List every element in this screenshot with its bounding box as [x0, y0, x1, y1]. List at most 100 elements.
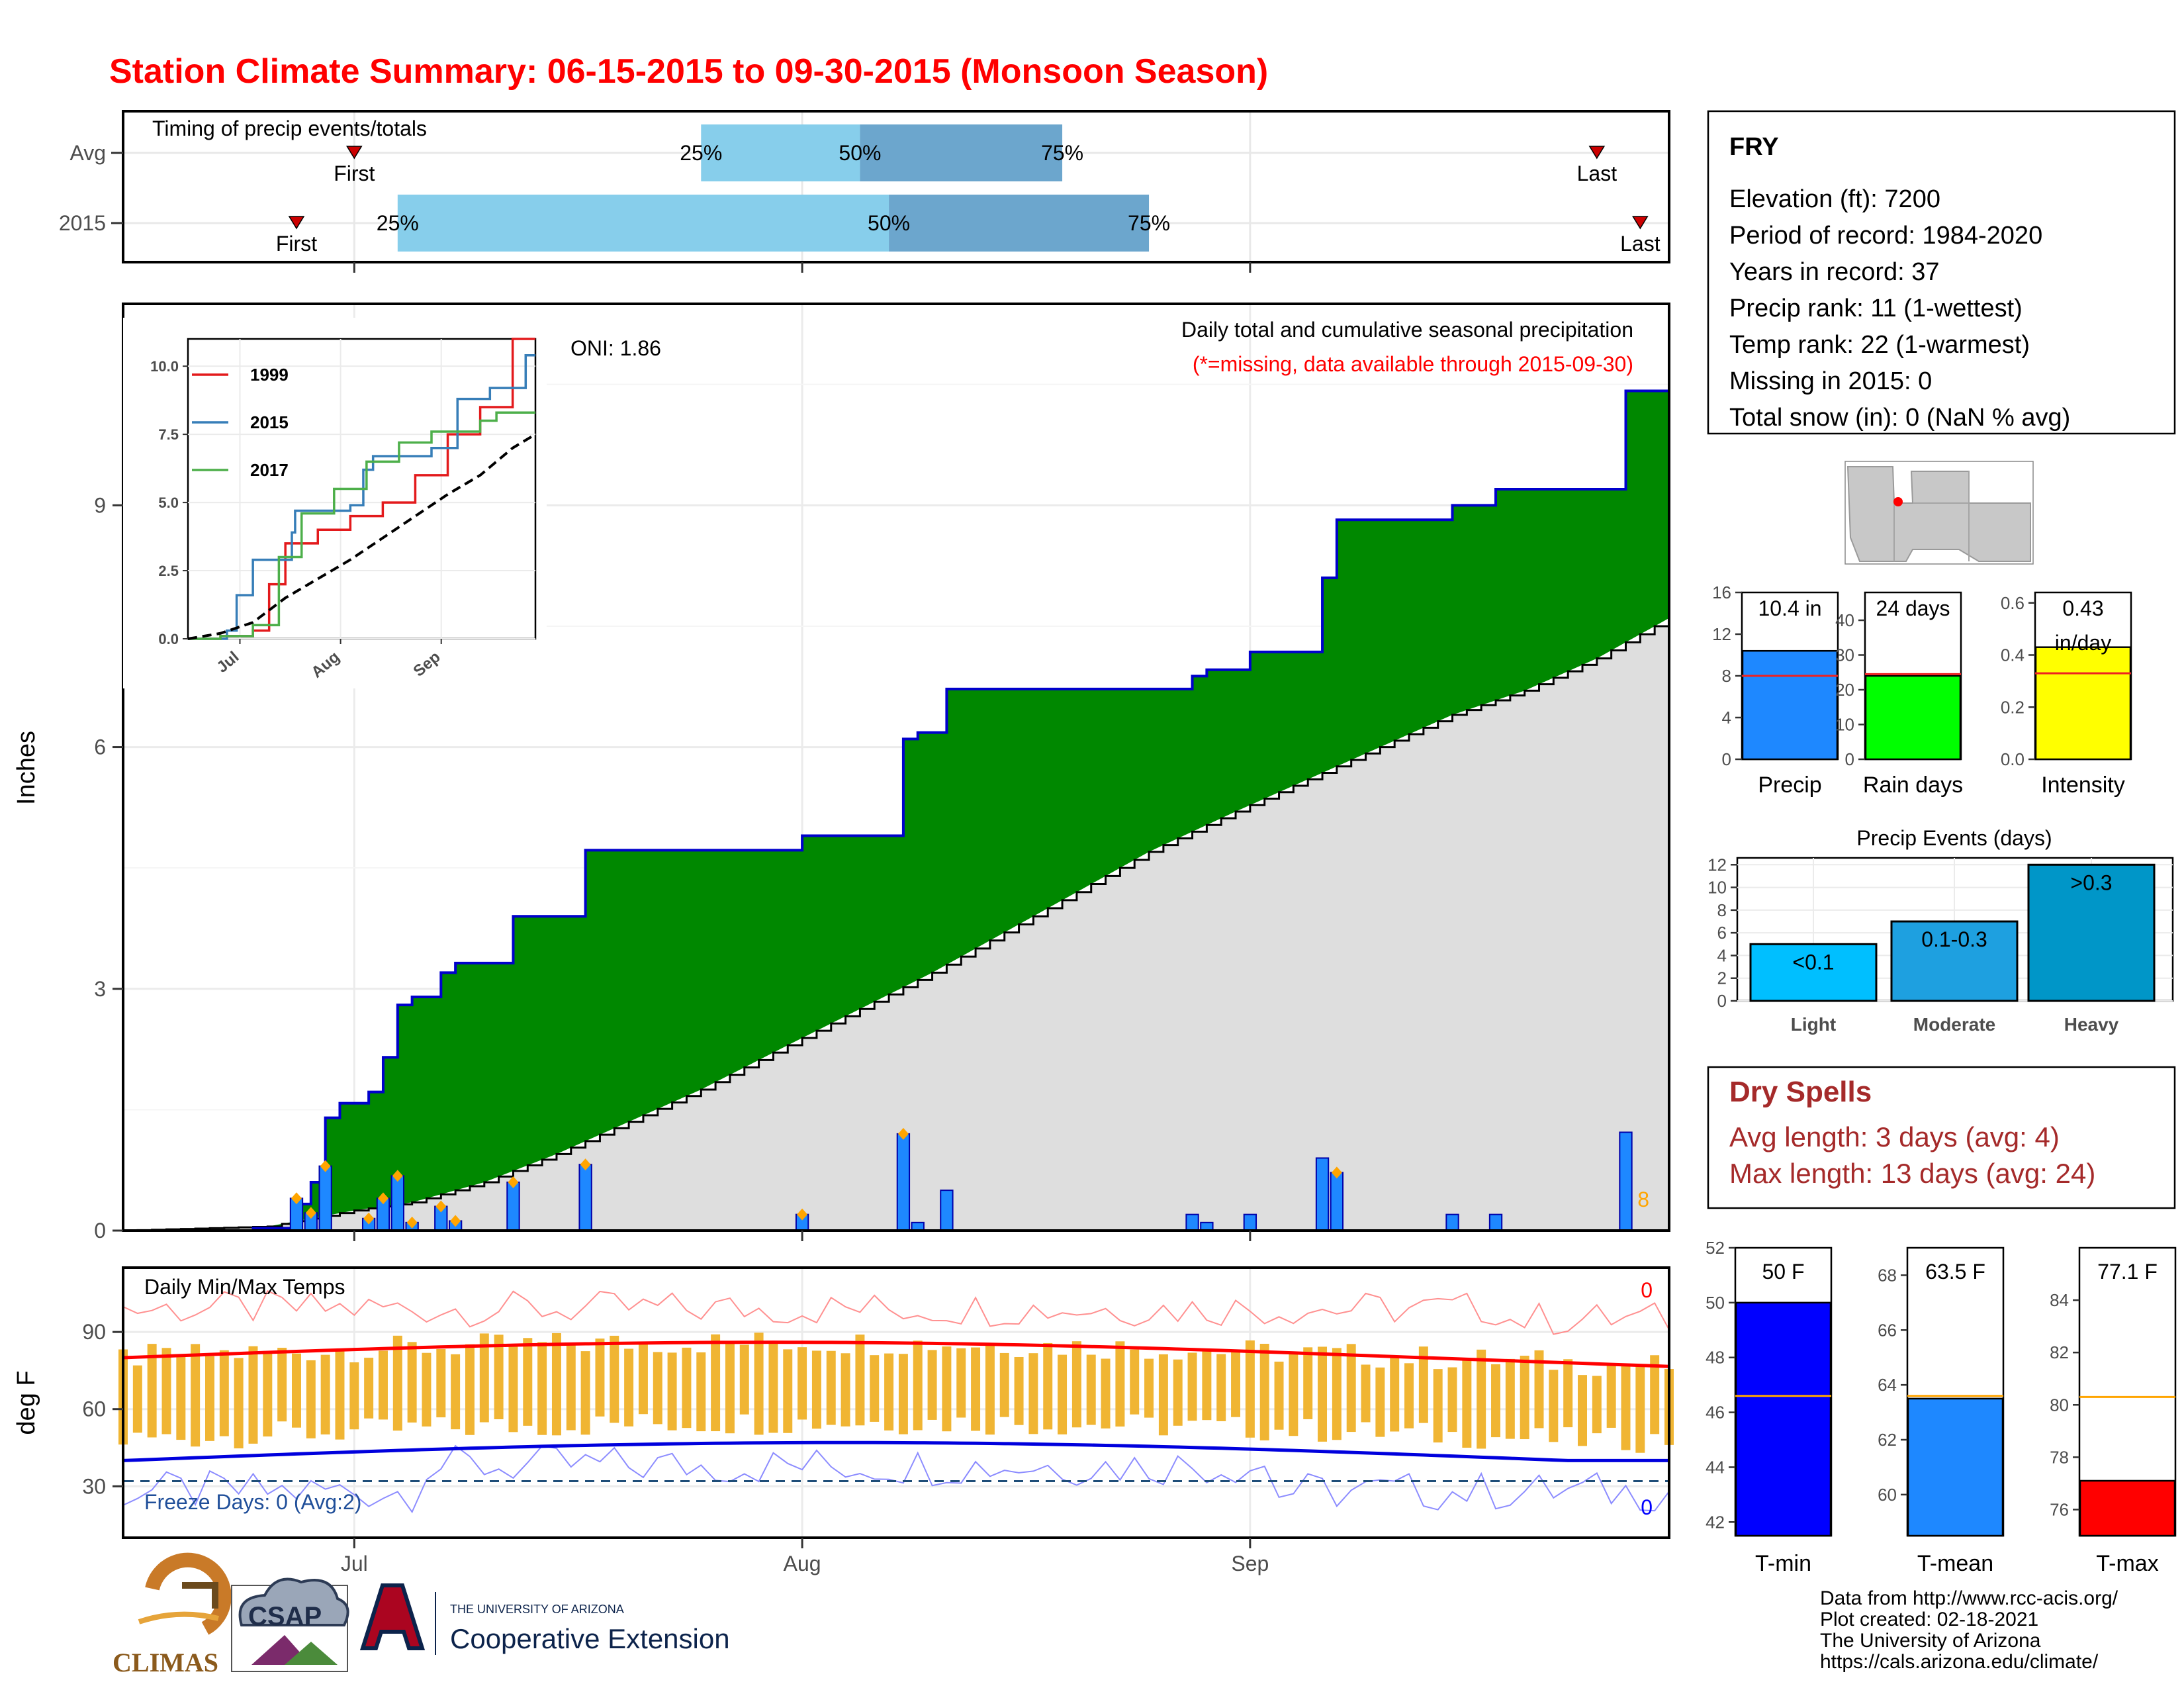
temp-bar-ytick-label: 46 [1706, 1403, 1725, 1423]
station-line-period: Period of record: 1984-2020 [1729, 222, 2042, 250]
daily-temp-range-bar [1071, 1341, 1081, 1428]
inset-line-avg [187, 433, 537, 640]
daily-temp-range-bar [768, 1342, 778, 1433]
timing-last-marker [1632, 216, 1649, 230]
temp-bar-label: T-max [2096, 1551, 2158, 1576]
temp-title: Daily Min/Max Temps [144, 1275, 345, 1299]
daily-temp-range-bar [870, 1355, 880, 1422]
daily-temp-range-bar [667, 1352, 677, 1430]
station-line-snow: Total snow (in): 0 (NaN % avg) [1729, 404, 2070, 432]
daily-temp-range-bar [1173, 1359, 1183, 1426]
temp-bar-ytick-label: 60 [1878, 1485, 1897, 1505]
temp-ytick-label: 90 [82, 1320, 106, 1344]
summary-bar-label: Intensity [2041, 773, 2125, 798]
daily-temp-range-bar [754, 1333, 764, 1435]
daily-temp-range-bar [1592, 1376, 1602, 1434]
daily-temp-range-bar [1259, 1344, 1269, 1440]
daily-temp-range-bar [1520, 1356, 1529, 1440]
temp-bar-ytick-label: 78 [2050, 1447, 2069, 1467]
daily-temp-range-bar [739, 1344, 749, 1415]
daily-temp-range-bar [1375, 1367, 1385, 1437]
inset-line-2017 [188, 411, 535, 640]
temp-bar-ytick-label: 66 [1878, 1320, 1897, 1340]
csap-logo: CSAP [231, 1577, 349, 1672]
daily-temp-range-bar [595, 1338, 605, 1417]
daily-temp-range-bar [306, 1360, 316, 1438]
events-ytick-label: 10 [1707, 878, 1727, 898]
daily-temp-range-bar [1635, 1366, 1645, 1453]
daily-precip-bar [1330, 1172, 1344, 1231]
temp-bar-value: 77.1 F [2097, 1260, 2158, 1284]
summary-bar-label: Rain days [1863, 773, 1963, 798]
daily-temp-range-bar [1491, 1364, 1501, 1438]
daily-temp-range-bar [653, 1352, 662, 1425]
summary-ytick-label: 0.2 [2001, 697, 2025, 717]
temp-panel: 30 60 90 Daily Min/Max Temps deg F Freeze … [13, 1266, 1674, 1575]
daily-temp-range-bar [898, 1354, 908, 1434]
credit-line-created: Plot created: 02-18-2021 [1820, 1609, 2038, 1630]
daily-temp-range-bar [1447, 1367, 1457, 1432]
daily-temp-range-bar [1418, 1346, 1428, 1423]
temp-ylabel: deg F [13, 1370, 40, 1434]
timing-box-25-50 [701, 124, 860, 181]
station-line-missing: Missing in 2015: 0 [1729, 367, 1932, 395]
temp-bar-ytick-label: 68 [1878, 1265, 1897, 1285]
daily-temp-range-bar [942, 1346, 952, 1432]
daily-temp-range-bar [248, 1346, 258, 1444]
daily-temp-range-bar [465, 1344, 475, 1435]
credit-line-data: Data from http://www.rcc-acis.org/ [1820, 1587, 2118, 1609]
temp-bottom-count: 0 [1641, 1495, 1653, 1519]
month-tick-label: Aug [784, 1552, 821, 1575]
temp-bar-ytick-label: 62 [1878, 1430, 1897, 1450]
timing-first-marker [345, 146, 363, 160]
temp-bar-ytick-label: 82 [2050, 1342, 2069, 1362]
temp-bar-ytick-label: 48 [1706, 1348, 1725, 1368]
daily-temp-range-bar [725, 1340, 735, 1434]
precip-ytick-label: 3 [94, 977, 106, 1001]
summary-ytick-label: 20 [1835, 680, 1854, 700]
daily-temp-range-bar [451, 1354, 461, 1430]
timing-p75-label: 75% [1041, 141, 1083, 165]
dry-spells-box: Dry Spells Avg length: 3 days (avg: 4) M… [1707, 1066, 2176, 1209]
freeze-days-text: Freeze Days: 0 (Avg:2) [144, 1490, 361, 1514]
station-info-box: FRY Elevation (ft): 7200 Period of recor… [1707, 110, 2176, 435]
daily-temp-range-bar [422, 1352, 432, 1427]
daily-avg-marker [435, 1200, 447, 1213]
daily-temp-range-bar [277, 1348, 287, 1422]
daily-temp-range-bar [1231, 1352, 1241, 1417]
daily-temp-range-bar [1086, 1354, 1096, 1425]
precip-subtitle: Daily total and cumulative seasonal prec… [1181, 318, 1633, 342]
summary-ytick-label: 4 [1722, 708, 1731, 727]
temp-top-count: 0 [1641, 1278, 1653, 1302]
station-line-elevation: Elevation (ft): 7200 [1729, 185, 1940, 213]
event-bar-value: >0.3 [2070, 870, 2112, 894]
temp-bar-ytick-label: 64 [1878, 1375, 1897, 1395]
daily-temp-range-bar [884, 1353, 894, 1430]
daily-avg-marker [508, 1176, 519, 1188]
event-bar-label: Light [1791, 1014, 1836, 1035]
daily-temp-range-bar [927, 1350, 937, 1420]
summary-bar-1 [1864, 675, 1962, 761]
daily-temp-range-bar [1621, 1366, 1631, 1450]
climas-text: CLIMAS [113, 1648, 218, 1677]
daily-temp-range-bar [205, 1356, 214, 1441]
timing-p25-label: 25% [377, 211, 419, 235]
daily-avg-marker [580, 1158, 591, 1171]
daily-temp-range-bar [392, 1335, 402, 1431]
daily-temp-range-bar [1650, 1355, 1660, 1434]
daily-temp-range-bar [1245, 1340, 1255, 1438]
daily-avg-marker [406, 1216, 418, 1229]
daily-precip-bar [1619, 1131, 1633, 1232]
daily-temp-range-bar [1043, 1342, 1053, 1430]
timing-p50-label: 50% [868, 211, 910, 235]
daily-avg-marker [363, 1212, 375, 1225]
timing-last-label: Last [1577, 162, 1617, 185]
credits: Data from http://www.rcc-acis.org/ Plot … [1820, 1587, 2118, 1673]
timing-row-label-avg: Avg [69, 141, 106, 165]
record-max-line [122, 1289, 1670, 1335]
event-bar-label: Moderate [1913, 1014, 1995, 1035]
daily-temp-range-bar [1404, 1363, 1414, 1429]
daily-precip-bar [578, 1164, 592, 1232]
daily-temp-range-bar [1202, 1350, 1212, 1421]
dry-spells-max: Max length: 13 days (avg: 24) [1729, 1158, 2095, 1189]
